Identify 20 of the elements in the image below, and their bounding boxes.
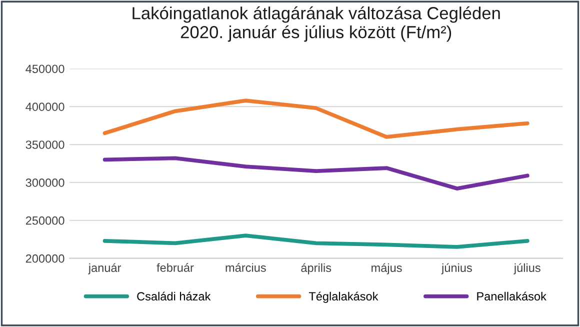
y-tick-label: 200000	[26, 254, 64, 263]
legend-label: Panellakások	[477, 292, 546, 301]
legend-label: Téglalakások	[308, 292, 378, 303]
legend-label: Családi házak	[137, 292, 211, 301]
y-tick-label: 300000	[26, 178, 64, 187]
x-tick-label: május	[372, 263, 402, 274]
x-tick-label: április	[301, 263, 332, 274]
y-tick-label: 400000	[26, 102, 64, 111]
y-tick-label: 450000	[26, 64, 64, 74]
x-tick-label: július	[514, 263, 540, 274]
y-tick-label: 350000	[26, 140, 64, 149]
x-tick-label: március	[226, 263, 266, 272]
chart-title: Lakóingatlanok átlagárának változása Cegléden 2020. január és július között (Ft/m²)	[132, 6, 500, 42]
x-tick-label: január	[88, 263, 122, 274]
line-series	[102, 234, 530, 249]
x-tick-label: június	[441, 263, 472, 274]
y-tick-label: 250000	[26, 216, 64, 225]
line-series	[102, 98, 530, 139]
x-tick-label: február	[156, 263, 194, 272]
line-series	[102, 156, 530, 190]
